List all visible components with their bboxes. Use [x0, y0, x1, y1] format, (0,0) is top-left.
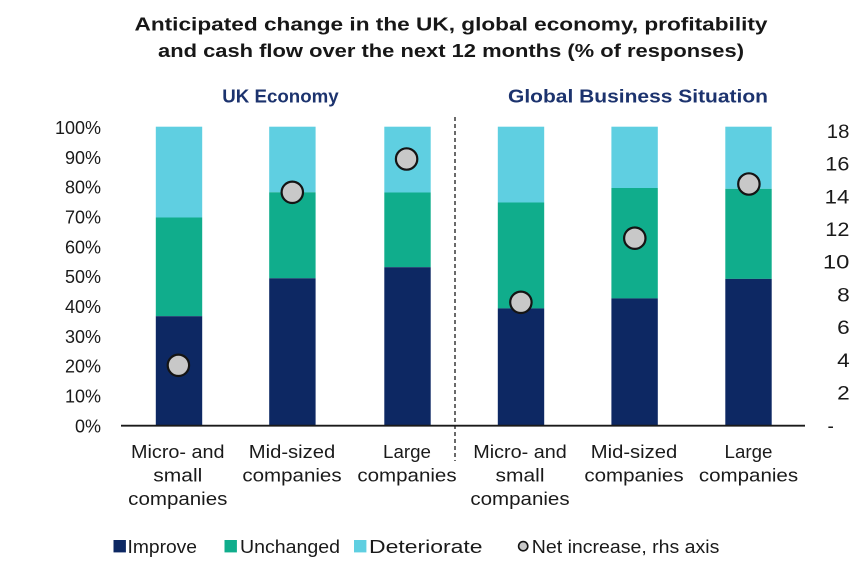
svg-text:Unchanged: Unchanged [240, 537, 340, 557]
svg-text:40%: 40% [65, 297, 101, 317]
svg-text:30%: 30% [65, 327, 101, 347]
svg-text:70%: 70% [65, 208, 101, 228]
svg-text:100%: 100% [55, 118, 101, 138]
svg-text:companies: companies [699, 466, 798, 486]
svg-text:4: 4 [837, 351, 850, 372]
svg-text:small: small [153, 466, 202, 486]
svg-text:Micro- and: Micro- and [131, 442, 225, 462]
svg-text:small: small [496, 466, 545, 486]
svg-text:Mid-sized: Mid-sized [591, 442, 678, 462]
svg-text:Deteriorate: Deteriorate [369, 537, 483, 557]
svg-text:Large: Large [383, 442, 431, 462]
svg-text:Anticipated change in the UK,: Anticipated change in the UK, global eco… [135, 14, 769, 35]
svg-text:Micro- and: Micro- and [473, 442, 567, 462]
svg-text:companies: companies [242, 466, 341, 486]
svg-text:16: 16 [825, 155, 849, 176]
svg-text:Net increase, rhs axis: Net increase, rhs axis [532, 537, 720, 557]
svg-text:-: - [827, 416, 833, 437]
svg-text:Mid-sized: Mid-sized [249, 442, 336, 462]
svg-text:0%: 0% [75, 416, 101, 436]
svg-text:companies: companies [584, 466, 683, 486]
svg-text:Improve: Improve [128, 537, 198, 557]
svg-text:companies: companies [357, 466, 456, 486]
svg-text:UK Economy: UK Economy [222, 87, 338, 107]
svg-text:companies: companies [128, 489, 227, 509]
svg-text:14: 14 [825, 187, 850, 208]
svg-text:10%: 10% [65, 387, 101, 407]
svg-text:companies: companies [470, 489, 569, 509]
svg-text:60%: 60% [65, 237, 101, 257]
svg-text:Global Business Situation: Global Business Situation [508, 87, 768, 107]
svg-text:80%: 80% [65, 178, 101, 198]
svg-text:18: 18 [827, 122, 850, 143]
svg-text:50%: 50% [65, 267, 101, 287]
svg-text:6: 6 [837, 318, 850, 339]
svg-text:90%: 90% [65, 148, 101, 168]
svg-text:12: 12 [825, 220, 849, 241]
svg-text:Large: Large [725, 442, 773, 462]
svg-text:10: 10 [823, 253, 850, 274]
svg-text:20%: 20% [65, 357, 101, 377]
svg-text:8: 8 [837, 285, 850, 306]
svg-text:2: 2 [837, 384, 850, 405]
svg-text:and cash flow over the next 12: and cash flow over the next 12 months (%… [158, 40, 744, 61]
